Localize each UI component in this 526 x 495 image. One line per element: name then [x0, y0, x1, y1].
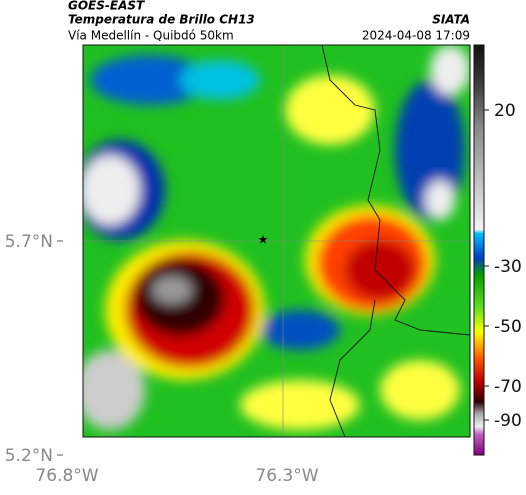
colorbar-label: -30 [494, 257, 522, 277]
colorbar-label: -70 [494, 377, 522, 397]
colorbar-label: -90 [494, 411, 522, 431]
lon-label: 76.8°W [35, 466, 98, 486]
lon-label: 76.3°W [255, 466, 318, 486]
title: Temperatura de Brillo CH13 [68, 13, 255, 27]
colorbar-label: -50 [494, 317, 522, 337]
colorbar-label: 20 [494, 101, 516, 121]
lat-label: 5.7°N [5, 232, 53, 252]
svg-text:★: ★ [258, 233, 269, 247]
satellite-image: ★ [83, 45, 470, 437]
colorbar [473, 44, 485, 456]
org: SIATA [432, 13, 470, 27]
source-label: GOES-EAST [68, 0, 145, 13]
datetime: 2024-04-08 17:09 [362, 29, 470, 43]
route: Vía Medellín - Quibdó 50km [68, 29, 234, 43]
lat-label: 5.2°N [5, 446, 53, 466]
